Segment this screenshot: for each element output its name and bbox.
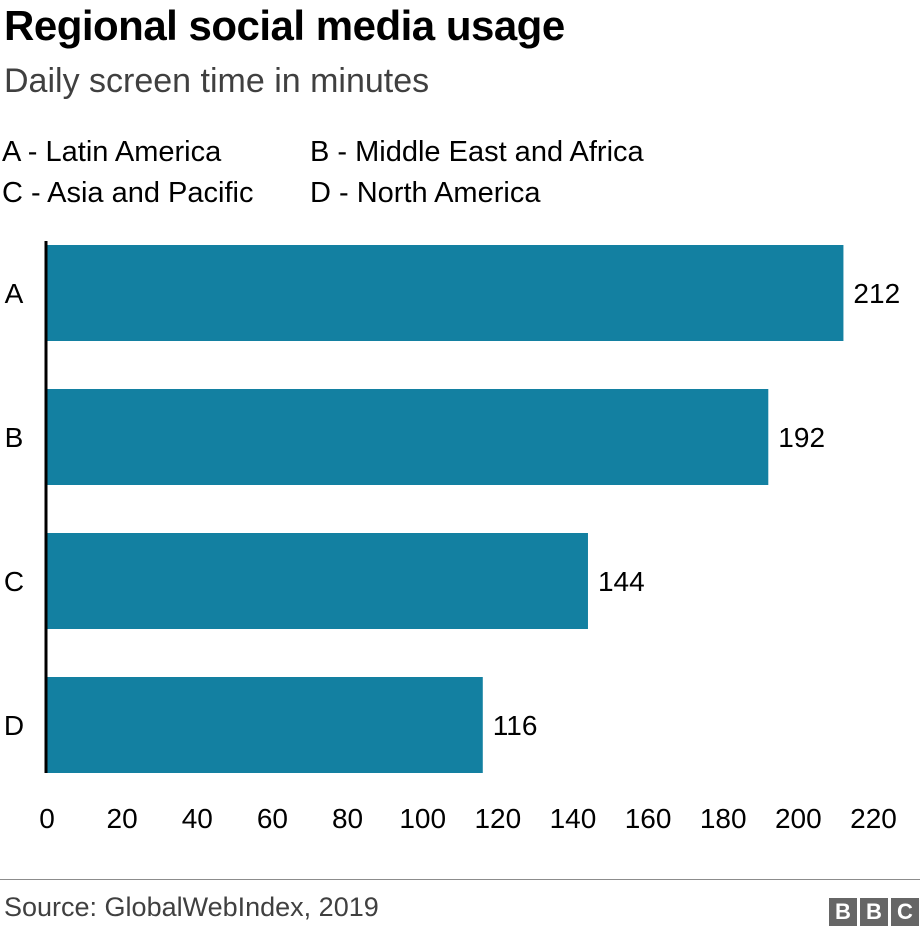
bbc-logo: B B C (829, 898, 919, 926)
legend-item-d: D - North America (310, 177, 541, 209)
footer-divider (0, 879, 920, 880)
bar-b (47, 389, 769, 485)
x-tick-label: 160 (625, 803, 672, 834)
x-tick-label: 180 (700, 803, 747, 834)
data-label: 212 (853, 278, 900, 309)
source-note: Source: GlobalWebIndex, 2019 (4, 892, 379, 922)
category-label: A (5, 278, 24, 309)
category-label: D (4, 710, 24, 741)
x-tick-label: 80 (332, 803, 363, 834)
bbc-logo-letter: B (860, 898, 888, 926)
bar-c (47, 533, 588, 629)
x-tick-label: 120 (474, 803, 521, 834)
bar-d (47, 677, 483, 773)
chart-title: Regional social media usage (4, 2, 565, 49)
x-tick-label: 200 (775, 803, 822, 834)
category-label: C (4, 566, 24, 597)
chart-subtitle: Daily screen time in minutes (4, 62, 430, 100)
x-tick-label: 220 (850, 803, 897, 834)
data-label: 144 (598, 566, 645, 597)
x-tick-label: 140 (550, 803, 597, 834)
x-tick-label: 60 (257, 803, 288, 834)
data-label: 116 (493, 710, 538, 741)
x-tick-label: 100 (399, 803, 446, 834)
bbc-logo-letter: C (891, 898, 919, 926)
data-label: 192 (778, 422, 825, 453)
legend-item-a: A - Latin America (2, 136, 222, 168)
bar-chart: A 212 B 192 C 144 D 116 0 20 40 60 80 100 120 140 160 180… (4, 241, 900, 834)
x-tick-label: 40 (182, 803, 213, 834)
x-tick-label: 0 (39, 803, 55, 834)
legend-item-b: B - Middle East and Africa (310, 136, 644, 168)
legend-item-c: C - Asia and Pacific (2, 177, 254, 209)
x-tick-label: 20 (107, 803, 138, 834)
bbc-logo-letter: B (829, 898, 857, 926)
category-label: B (5, 422, 24, 453)
bar-a (47, 245, 844, 341)
